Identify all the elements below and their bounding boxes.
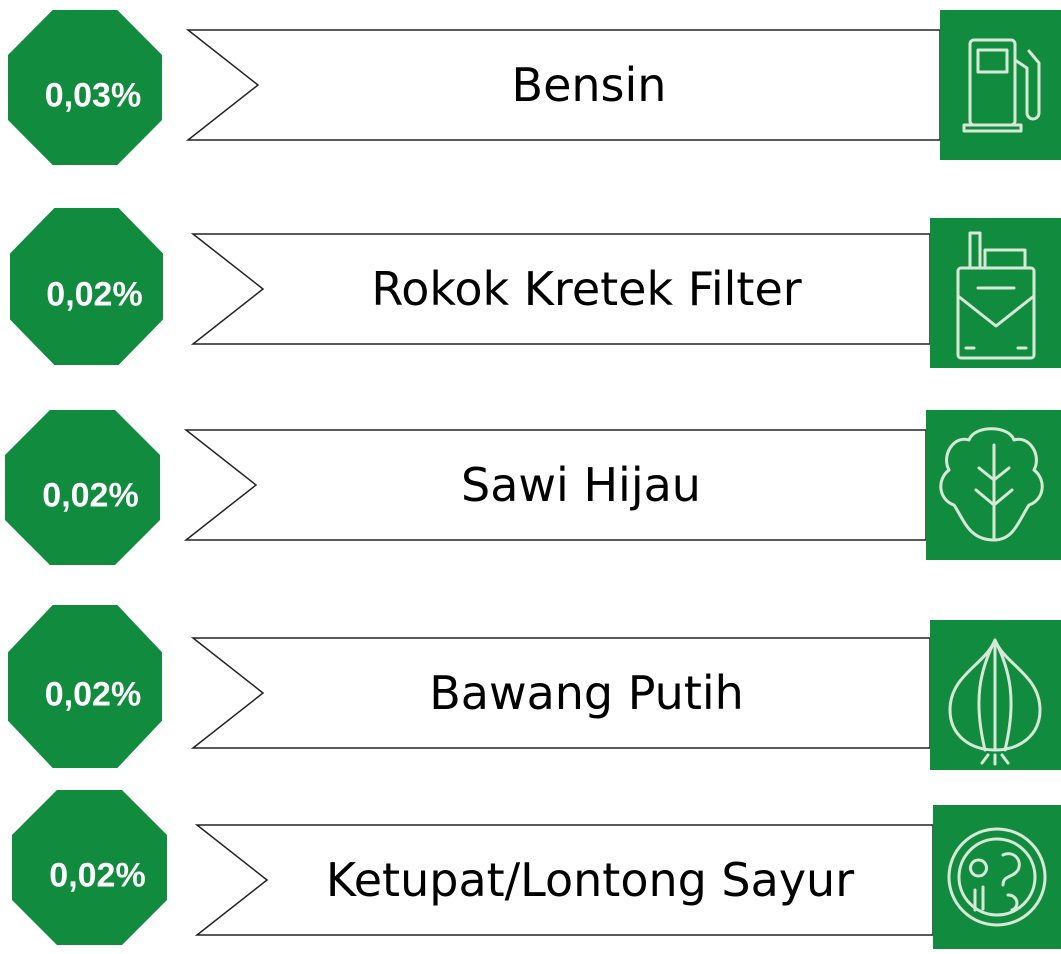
banner xyxy=(183,429,927,541)
octagon xyxy=(8,605,162,768)
icon-line xyxy=(956,231,1036,350)
octagon xyxy=(12,790,167,945)
icon-line xyxy=(939,427,1044,542)
percent-label: 0,02% xyxy=(45,676,141,714)
percent-label: 0,03% xyxy=(45,77,141,115)
item-row: Ketupat/Lontong Sayur 0,02% xyxy=(12,790,1061,949)
item-label: Sawi Hijau xyxy=(461,458,701,512)
icon-line xyxy=(947,827,1047,927)
percent-label: 0,02% xyxy=(46,276,142,314)
banner xyxy=(194,824,934,936)
icon-line xyxy=(962,49,1041,133)
item-label: Bensin xyxy=(512,58,667,112)
item-label: Ketupat/Lontong Sayur xyxy=(326,853,854,907)
octagon xyxy=(5,410,160,565)
percent-label: 0,02% xyxy=(42,477,138,515)
icon-box xyxy=(940,10,1061,160)
item-row: Bensin 0,03% xyxy=(8,10,1061,165)
banner xyxy=(190,637,931,749)
icon-line xyxy=(969,852,1021,912)
icon-line xyxy=(956,266,1036,360)
banner xyxy=(190,233,931,345)
item-row: Sawi Hijau 0,02% xyxy=(5,410,1061,565)
icon-box xyxy=(933,805,1061,949)
item-label: Bawang Putih xyxy=(429,666,744,720)
octagon xyxy=(8,10,162,165)
item-row: Bawang Putih 0,02% xyxy=(8,605,1061,770)
icon-line xyxy=(957,837,1037,917)
banner xyxy=(185,29,941,141)
item-label: Rokok Kretek Filter xyxy=(371,262,801,316)
item-row: Rokok Kretek Filter 0,02% xyxy=(10,208,1061,368)
octagon xyxy=(10,208,163,365)
icon-line xyxy=(948,638,1042,766)
percent-label: 0,02% xyxy=(49,857,145,895)
icon-box xyxy=(930,218,1061,368)
icon-line xyxy=(976,48,1009,74)
